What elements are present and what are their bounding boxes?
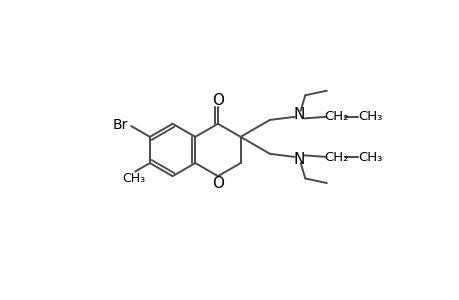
Text: O: O — [212, 176, 224, 191]
Text: Br: Br — [112, 118, 128, 132]
Text: CH₃: CH₃ — [357, 151, 381, 164]
Text: CH₂: CH₂ — [323, 151, 347, 164]
Text: N: N — [293, 152, 304, 167]
Text: CH₃: CH₃ — [357, 110, 381, 123]
Text: O: O — [212, 93, 224, 108]
Text: CH₃: CH₃ — [122, 172, 145, 185]
Text: N: N — [293, 107, 304, 122]
Text: CH₂: CH₂ — [323, 110, 347, 123]
